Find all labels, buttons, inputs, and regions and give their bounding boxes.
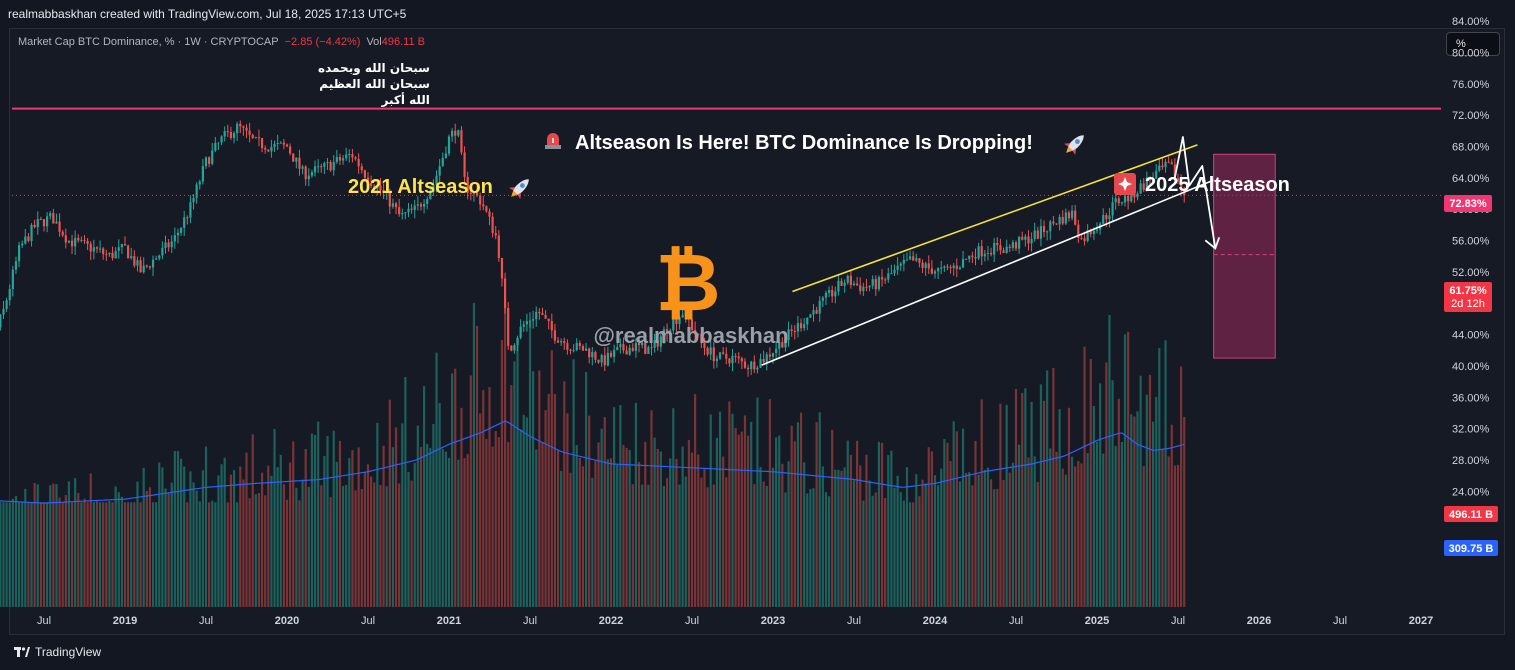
symbol-legend[interactable]: Market Cap BTC Dominance, % · 1W · CRYPT… <box>18 36 425 48</box>
symbol-title: Market Cap BTC Dominance, % · 1W · CRYPT… <box>18 36 279 48</box>
tradingview-logo-icon <box>14 647 30 657</box>
volume-bar <box>2 502 5 607</box>
candle <box>2 308 5 315</box>
candle <box>5 300 8 309</box>
candle <box>0 314 2 328</box>
arabic-text: سبحان الله وبحمده سبحان الله العظيم الله… <box>318 60 430 108</box>
price-scale-unit-button[interactable]: % <box>1446 32 1500 56</box>
chart-frame[interactable] <box>9 28 1505 635</box>
tradingview-brand-text: TradingView <box>35 645 102 659</box>
arabic-line: سبحان الله وبحمده <box>318 61 430 75</box>
price-change: −2.85 (−4.42%) <box>284 36 361 48</box>
arabic-line: الله أكبر <box>381 93 430 107</box>
volume-bar <box>0 502 2 607</box>
arabic-line: سبحان الله العظيم <box>319 77 430 91</box>
volume-label: Vol <box>366 36 382 48</box>
volume-bar <box>5 502 8 607</box>
bottom-bar <box>0 636 1515 670</box>
top-bar <box>0 0 1515 28</box>
tradingview-brand[interactable]: TradingView <box>14 645 101 659</box>
volume-value: 496.11 B <box>381 36 425 48</box>
author-credit: realmabbaskhan created with TradingView.… <box>8 7 407 21</box>
